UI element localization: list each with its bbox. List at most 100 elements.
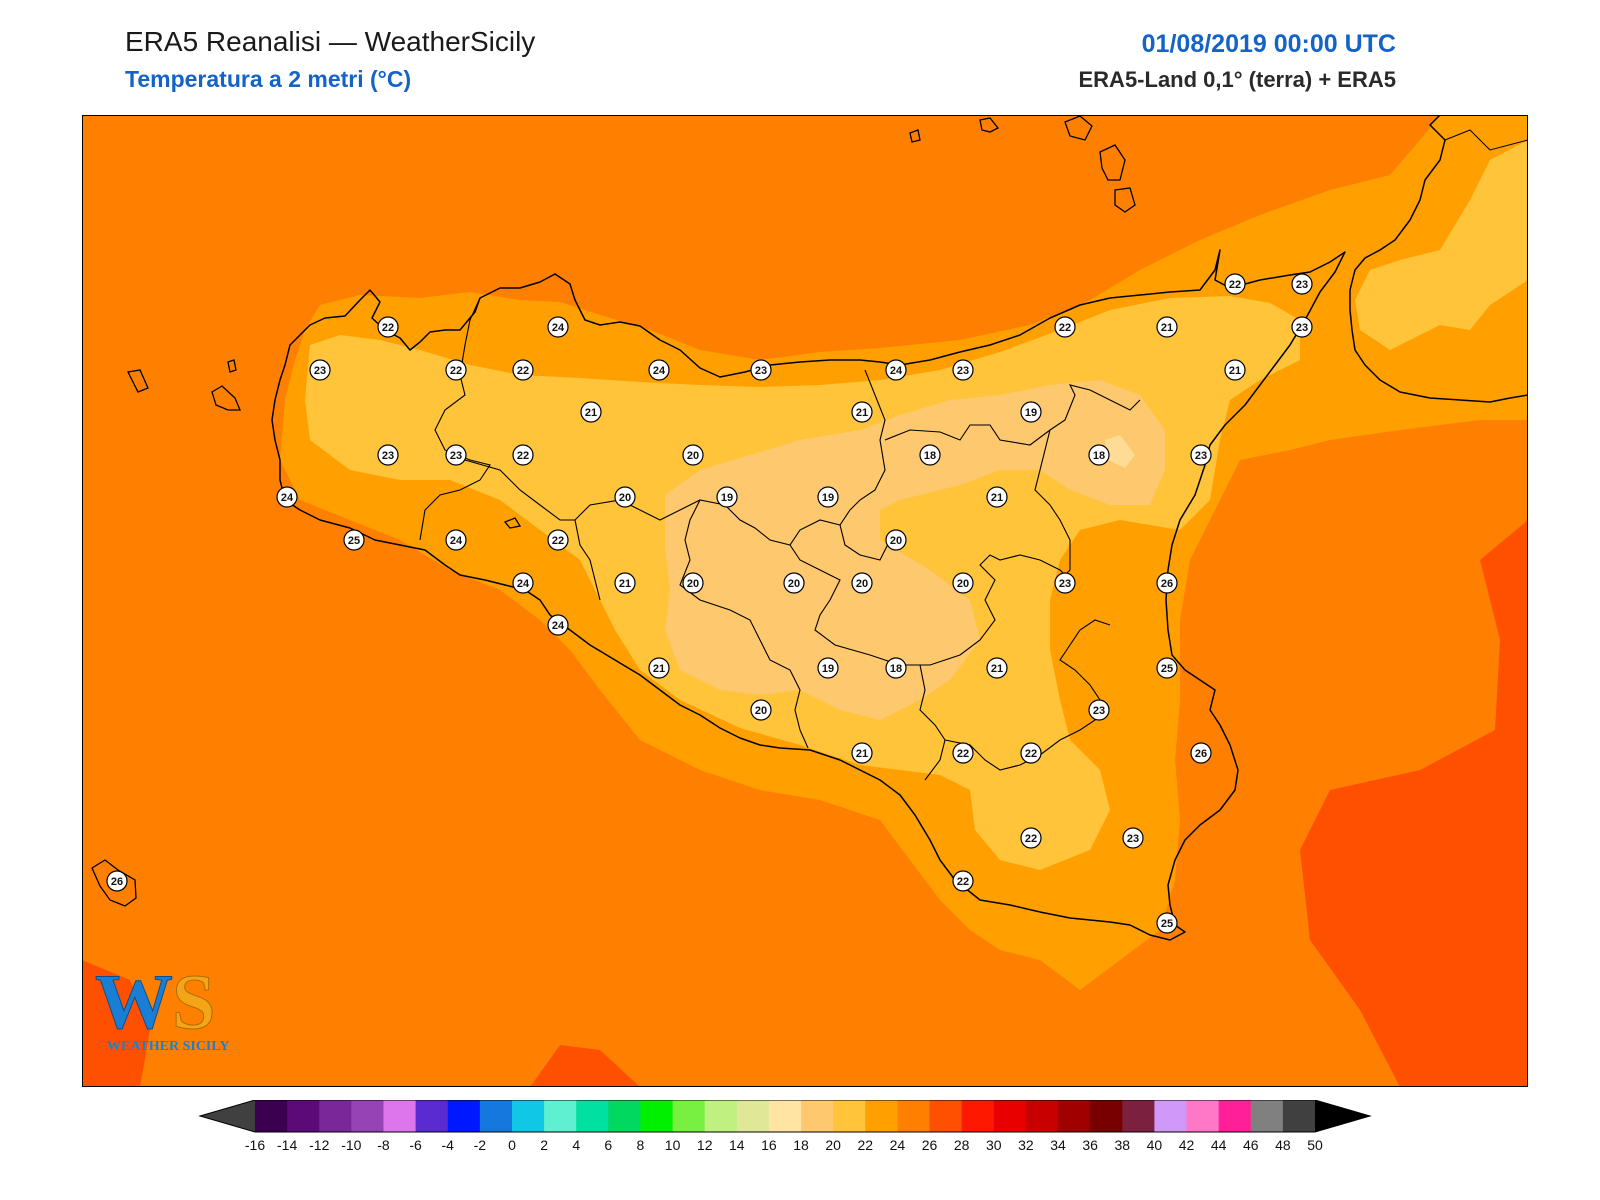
station-values: 22 24 23 22 22 24 23 24 23 22 21 22 23 23 21 21 21 19 23 23… xyxy=(106,273,1313,934)
station-value-marker: 23 xyxy=(445,444,467,466)
station-value-label: 23 xyxy=(1093,705,1105,717)
islands xyxy=(91,115,1136,907)
station-value-label: 20 xyxy=(755,705,767,717)
colorbar-swatch xyxy=(1154,1100,1188,1132)
colorbar-tick-label: -10 xyxy=(341,1137,361,1153)
station-value-label: 24 xyxy=(653,365,666,377)
colorbar-tick-label: 10 xyxy=(665,1137,681,1153)
colorbar-tick-label: 26 xyxy=(922,1137,938,1153)
station-value-marker: 23 xyxy=(952,359,974,381)
colorbar-overflow-arrow xyxy=(1315,1100,1370,1132)
station-value-marker: 20 xyxy=(750,699,772,721)
colorbar-swatch xyxy=(1186,1100,1220,1132)
colorbar-tick-label: -16 xyxy=(245,1137,265,1153)
band-22-24-west-spot xyxy=(345,350,372,384)
station-marker-circle xyxy=(716,486,738,508)
station-value-label: 18 xyxy=(924,450,936,462)
colorbar-tick-label: 44 xyxy=(1211,1137,1227,1153)
map-title: ERA5 Reanalisi — WeatherSicily xyxy=(125,26,536,57)
station-value-label: 20 xyxy=(619,492,631,504)
station-value-label: 23 xyxy=(1059,578,1071,590)
station-value-label: 22 xyxy=(382,322,394,334)
station-value-marker: 23 xyxy=(1291,273,1313,295)
station-value-marker: 24 xyxy=(648,359,670,381)
logo-text: WEATHER SICILY xyxy=(107,1039,230,1054)
colorbar-swatch xyxy=(1282,1100,1316,1132)
station-value-label: 22 xyxy=(957,876,969,888)
station-value-marker: 26 xyxy=(1156,572,1178,594)
station-value-label: 23 xyxy=(957,365,969,377)
colorbar-tick-label: 38 xyxy=(1114,1137,1130,1153)
station-value-label: 20 xyxy=(856,578,868,590)
colorbar-tick-label: 36 xyxy=(1082,1137,1098,1153)
station-value-label: 24 xyxy=(890,365,903,377)
station-value-label: 21 xyxy=(856,407,868,419)
variable-subtitle: Temperatura a 2 metri (°C) xyxy=(125,66,412,92)
station-value-label: 23 xyxy=(1195,450,1207,462)
station-value-label: 23 xyxy=(382,450,394,462)
station-value-label: 23 xyxy=(1296,279,1308,291)
station-value-marker: 18 xyxy=(885,657,907,679)
station-value-label: 23 xyxy=(314,365,326,377)
calabria-coastline xyxy=(1349,115,1528,403)
colorbar-tick-label: 16 xyxy=(761,1137,777,1153)
station-marker-circle xyxy=(1156,912,1178,934)
station-marker-circle xyxy=(919,444,941,466)
colorbar-swatch xyxy=(736,1100,770,1132)
colorbar-swatch xyxy=(961,1100,995,1132)
station-value-label: 21 xyxy=(1229,365,1241,377)
station-marker-circle xyxy=(851,572,873,594)
station-value-label: 21 xyxy=(991,663,1003,675)
station-value-label: 18 xyxy=(1093,450,1105,462)
station-value-label: 22 xyxy=(957,748,969,760)
station-value-marker: 23 xyxy=(750,359,772,381)
station-marker-circle xyxy=(783,572,805,594)
station-value-label: 21 xyxy=(856,748,868,760)
station-value-marker: 24 xyxy=(547,614,569,636)
station-value-marker: 24 xyxy=(547,316,569,338)
station-marker-circle xyxy=(547,614,569,636)
colorbar-swatch xyxy=(865,1100,898,1132)
colorbar-tick-label: -12 xyxy=(309,1137,329,1153)
colorbar-swatch xyxy=(833,1100,866,1132)
colorbar-tick-label: 8 xyxy=(637,1137,645,1153)
station-value-label: 22 xyxy=(1025,833,1037,845)
station-marker-circle xyxy=(986,486,1008,508)
station-value-marker: 21 xyxy=(1224,359,1246,381)
colorbar-tick-label: -8 xyxy=(377,1137,390,1153)
station-value-label: 24 xyxy=(552,322,565,334)
station-marker-circle xyxy=(1054,572,1076,594)
station-value-marker: 25 xyxy=(1156,912,1178,934)
station-value-marker: 22 xyxy=(1020,827,1042,849)
station-value-label: 21 xyxy=(991,492,1003,504)
colorbar-tick-label: -14 xyxy=(277,1137,297,1153)
station-marker-circle xyxy=(445,444,467,466)
station-marker-circle xyxy=(682,572,704,594)
station-value-marker: 21 xyxy=(986,486,1008,508)
colorbar-tick-label: 18 xyxy=(793,1137,809,1153)
station-value-marker: 22 xyxy=(547,529,569,551)
colorbar-tick-label: 24 xyxy=(890,1137,906,1153)
station-value-label: 23 xyxy=(450,450,462,462)
station-marker-circle xyxy=(1156,572,1178,594)
colorbar-swatch xyxy=(1090,1100,1123,1132)
station-marker-circle xyxy=(952,742,974,764)
colorbar-tick-label: 48 xyxy=(1275,1137,1291,1153)
colorbar-tick-label: 12 xyxy=(697,1137,713,1153)
colorbar-swatch xyxy=(672,1100,706,1132)
station-marker-circle xyxy=(377,316,399,338)
station-value-label: 23 xyxy=(755,365,767,377)
station-marker-circle xyxy=(512,359,534,381)
station-marker-circle xyxy=(885,359,907,381)
station-value-marker: 23 xyxy=(377,444,399,466)
station-value-label: 19 xyxy=(721,492,733,504)
station-marker-circle xyxy=(1020,827,1042,849)
station-value-marker: 20 xyxy=(952,572,974,594)
colorbar-swatch xyxy=(1122,1100,1155,1132)
valid-datetime: 01/08/2019 00:00 UTC xyxy=(1141,30,1396,58)
colorbar-swatch xyxy=(415,1100,449,1132)
station-value-marker: 22 xyxy=(512,444,534,466)
station-marker-circle xyxy=(648,359,670,381)
station-marker-circle xyxy=(817,657,839,679)
station-marker-circle xyxy=(952,572,974,594)
